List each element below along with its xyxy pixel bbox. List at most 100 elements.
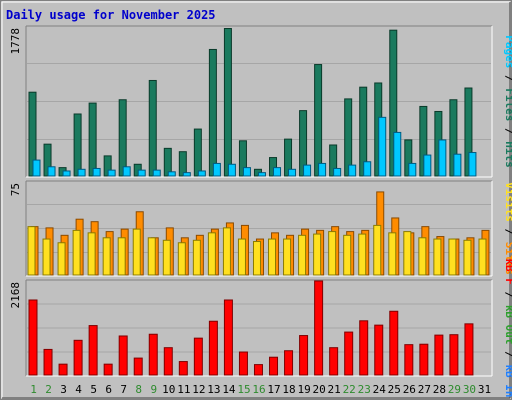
day-label: 15 <box>237 383 250 396</box>
visits-legend-visits: Visits <box>503 182 512 222</box>
day-label: 30 <box>463 383 476 396</box>
visits-legend-separator: / <box>503 222 512 242</box>
kb-f-bar <box>389 310 399 376</box>
day-label: 24 <box>373 383 387 396</box>
visits-bar <box>207 232 216 276</box>
kb-f-bar <box>464 323 474 376</box>
kb-f-bar <box>118 335 128 376</box>
visits-bar <box>192 239 201 276</box>
pages-bar <box>167 171 176 177</box>
kbytes-legend-kb_f: kB F <box>503 258 512 285</box>
day-label: 9 <box>150 383 157 396</box>
day-label: 22 <box>343 383 356 396</box>
visits-bar <box>132 228 141 276</box>
day-label: 17 <box>267 383 280 396</box>
pages-bar <box>212 162 221 177</box>
hits-bar <box>208 48 217 177</box>
pages-bar <box>32 159 41 177</box>
kb-f-bar <box>193 337 203 376</box>
pages-bar <box>62 170 71 177</box>
visits-bar <box>57 242 66 276</box>
pages-bar <box>227 163 236 177</box>
chart-title: Daily usage for November 2025 <box>6 8 216 22</box>
kbytes-ymax-label: 2168 <box>9 282 22 309</box>
visits-legend: Visits / Sites <box>503 182 512 275</box>
kbytes-legend-separator: / <box>503 285 512 305</box>
day-label: 11 <box>177 383 190 396</box>
visits-bar <box>388 232 397 276</box>
kb-f-bar <box>434 334 444 376</box>
visits-bar <box>298 234 307 276</box>
day-label: 14 <box>222 383 236 396</box>
visits-bar <box>418 237 427 276</box>
hits-bar <box>314 64 323 177</box>
kb-f-bar <box>148 333 158 376</box>
kb-f-bar <box>359 320 369 376</box>
kb-f-bar <box>208 320 218 376</box>
pages-bar <box>152 169 161 177</box>
day-label: 10 <box>162 383 175 396</box>
pages-bar <box>77 168 86 177</box>
pages-bar <box>348 164 357 177</box>
pages-bar <box>303 164 312 177</box>
hits-bar <box>118 99 127 177</box>
day-label: 8 <box>135 383 142 396</box>
visits-bar <box>222 227 231 276</box>
visits-legend-sites: Sites <box>503 242 512 275</box>
visits-panel: 75 Visits / Sites <box>9 180 512 277</box>
day-label: 26 <box>403 383 416 396</box>
kb-f-bar <box>284 350 294 376</box>
kb-f-bar <box>103 363 113 376</box>
kb-f-bar <box>404 344 414 376</box>
visits-bar <box>27 226 36 276</box>
visits-bar <box>252 241 261 276</box>
visits-ymax-label: 75 <box>9 183 22 196</box>
day-label: 20 <box>313 383 326 396</box>
visits-bar <box>433 238 442 276</box>
pages-bar <box>92 167 101 177</box>
visits-bar <box>102 237 111 276</box>
pages-bar <box>257 172 266 177</box>
day-label: 3 <box>60 383 67 396</box>
day-label: 28 <box>433 383 446 396</box>
hits-legend-files: Files <box>503 88 512 121</box>
day-label: 5 <box>90 383 97 396</box>
kbytes-legend: kB F / kB Out / kB In <box>503 258 512 397</box>
hits-bar <box>73 113 82 177</box>
visits-bar <box>313 233 322 276</box>
hits-legend-separator: / <box>503 121 512 141</box>
kb-f-bar <box>329 347 339 376</box>
hits-legend-separator: / <box>503 68 512 88</box>
visits-bar <box>343 234 352 276</box>
kb-f-bar <box>374 324 384 376</box>
kb-f-bar <box>88 325 98 376</box>
kb-f-bar <box>43 348 53 376</box>
visits-bar <box>448 238 457 276</box>
pages-bar <box>438 139 447 177</box>
visits-bar <box>87 232 96 276</box>
day-label: 31 <box>478 383 491 396</box>
visits-bar <box>72 229 81 276</box>
day-label: 29 <box>448 383 461 396</box>
pages-bar <box>363 161 372 177</box>
hits-ymax-label: 1778 <box>9 28 22 55</box>
pages-bar <box>107 169 116 177</box>
pages-bar <box>423 154 432 177</box>
visits-bar <box>283 238 292 276</box>
hits-panel: 1778 Pages / Files / Hits <box>9 25 512 178</box>
day-label: 6 <box>105 383 112 396</box>
pages-bar <box>197 170 206 177</box>
day-label: 1 <box>30 383 37 396</box>
pages-bar <box>182 172 191 177</box>
day-label: 16 <box>252 383 265 396</box>
kb-f-bar <box>238 351 248 376</box>
kb-f-bar <box>178 361 188 376</box>
kb-f-bar <box>163 347 173 376</box>
day-label: 27 <box>418 383 431 396</box>
pages-bar <box>47 166 56 177</box>
day-label: 25 <box>388 383 401 396</box>
hits-bar <box>88 102 97 177</box>
visits-bar <box>117 237 126 276</box>
day-label: 7 <box>120 383 127 396</box>
